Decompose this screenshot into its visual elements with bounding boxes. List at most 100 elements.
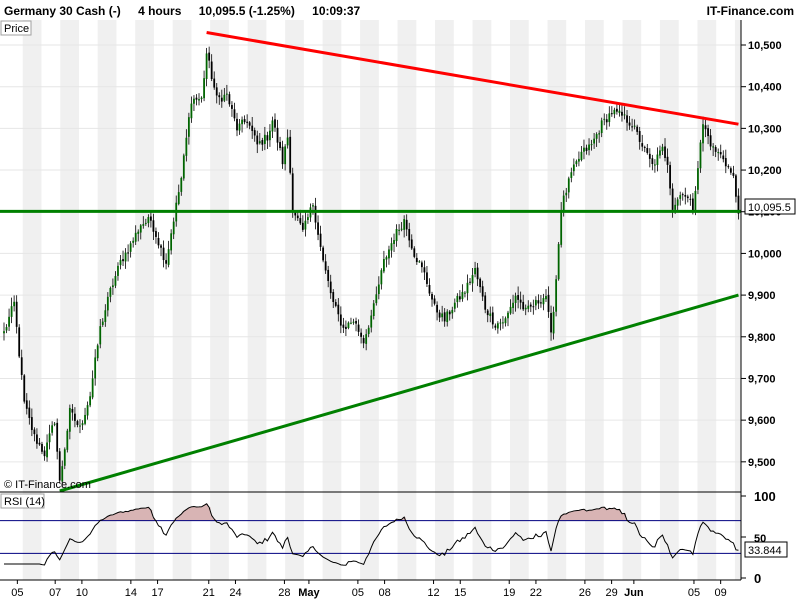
rising-support-trendline	[59, 293, 739, 493]
bull-candle	[193, 98, 195, 104]
bear-candle	[631, 126, 633, 128]
bull-candle	[595, 134, 598, 139]
bull-candle	[144, 222, 147, 224]
bull-candle	[633, 125, 636, 127]
bear-candle	[494, 325, 497, 328]
background-stripe	[584, 20, 604, 580]
bull-candle	[84, 414, 86, 424]
bull-candle	[557, 244, 560, 280]
background-stripe	[210, 20, 229, 580]
bear-candle	[735, 175, 737, 197]
bear-candle	[664, 146, 666, 158]
bear-candle	[20, 357, 23, 375]
bull-candle	[307, 217, 309, 221]
bull-candle	[304, 220, 307, 230]
price-label-box	[0, 20, 32, 36]
bear-candle	[719, 152, 722, 155]
bear-candle	[56, 422, 59, 452]
bull-candle	[106, 296, 109, 311]
bull-candle	[572, 164, 575, 172]
bear-candle	[256, 135, 259, 145]
bull-candle	[603, 118, 606, 120]
background-stripe	[247, 20, 267, 580]
bear-candle	[420, 262, 423, 268]
bull-candle	[403, 219, 406, 230]
y-tick-label: 10,500	[748, 40, 782, 52]
bull-candle	[653, 164, 656, 166]
x-tick-label: May	[298, 587, 320, 599]
bear-candle	[481, 286, 484, 297]
bear-candle	[334, 302, 337, 306]
bull-candle	[286, 137, 289, 146]
bear-candle	[253, 130, 256, 136]
bear-candle	[616, 108, 618, 112]
bull-candle	[86, 405, 89, 416]
bull-candle	[578, 158, 580, 162]
bull-candle	[608, 113, 611, 123]
bear-candle	[646, 148, 649, 153]
background-stripe	[397, 20, 417, 580]
bull-candle	[205, 53, 208, 79]
bull-candle	[565, 192, 568, 196]
bear-candle	[243, 119, 246, 123]
x-tick-label: 17	[151, 587, 163, 599]
bull-candle	[119, 259, 122, 266]
bear-candle	[360, 332, 363, 337]
bull-candle	[284, 146, 287, 165]
bear-candle	[296, 215, 299, 219]
bull-candle	[618, 110, 621, 113]
bear-candle	[443, 312, 446, 322]
bear-candle	[714, 147, 717, 152]
bull-candle	[238, 123, 241, 131]
bear-candle	[448, 311, 451, 315]
bull-candle	[552, 311, 555, 334]
watermark: © IT-Finance.com	[4, 479, 91, 491]
bear-candle	[522, 301, 525, 310]
bull-candle	[456, 295, 459, 303]
bull-candle	[542, 298, 545, 305]
bull-candle	[177, 192, 180, 204]
bull-candle	[3, 331, 5, 334]
bear-candle	[58, 451, 61, 481]
bull-candle	[555, 279, 558, 312]
bear-candle	[433, 298, 436, 304]
x-tick-label: 08	[378, 587, 390, 599]
bear-candle	[41, 443, 43, 452]
background-stripe	[135, 20, 154, 580]
bear-candle	[469, 281, 471, 283]
bull-candle	[590, 144, 593, 146]
bull-candle	[312, 205, 314, 207]
bull-candle	[418, 261, 421, 263]
bear-candle	[476, 267, 479, 280]
bear-candle	[33, 429, 36, 435]
bull-candle	[593, 138, 596, 144]
y-tick-label: 9,700	[748, 373, 776, 385]
bull-candle	[203, 78, 205, 99]
x-tick-label: 14	[125, 587, 137, 599]
bull-candle	[13, 301, 16, 307]
rsi-y-tick-label: 100	[754, 489, 776, 504]
bull-candle	[167, 249, 170, 265]
bull-candle	[502, 322, 504, 324]
bull-candle	[112, 285, 114, 288]
bull-candle	[263, 134, 266, 144]
chart-header: Germany 30 Cash (-) 4 hours 10,095.5 (-1…	[0, 0, 800, 20]
bull-candle	[623, 114, 626, 116]
bear-candle	[684, 194, 687, 197]
rsi-label-box	[0, 493, 45, 509]
bull-candle	[489, 313, 492, 317]
bull-candle	[109, 288, 112, 297]
y-tick-label: 9,500	[748, 457, 776, 469]
bear-candle	[279, 142, 281, 148]
bull-candle	[400, 228, 403, 230]
y-tick-label: 10,300	[748, 123, 782, 135]
bear-candle	[486, 310, 489, 316]
bear-candle	[342, 324, 345, 328]
bull-candle	[674, 204, 677, 210]
bull-candle	[395, 229, 398, 242]
bull-candle	[198, 99, 200, 101]
background-stripe	[622, 20, 642, 580]
bear-candle	[15, 301, 18, 327]
bull-candle	[382, 259, 385, 272]
x-tick-label: Jun	[624, 587, 644, 599]
